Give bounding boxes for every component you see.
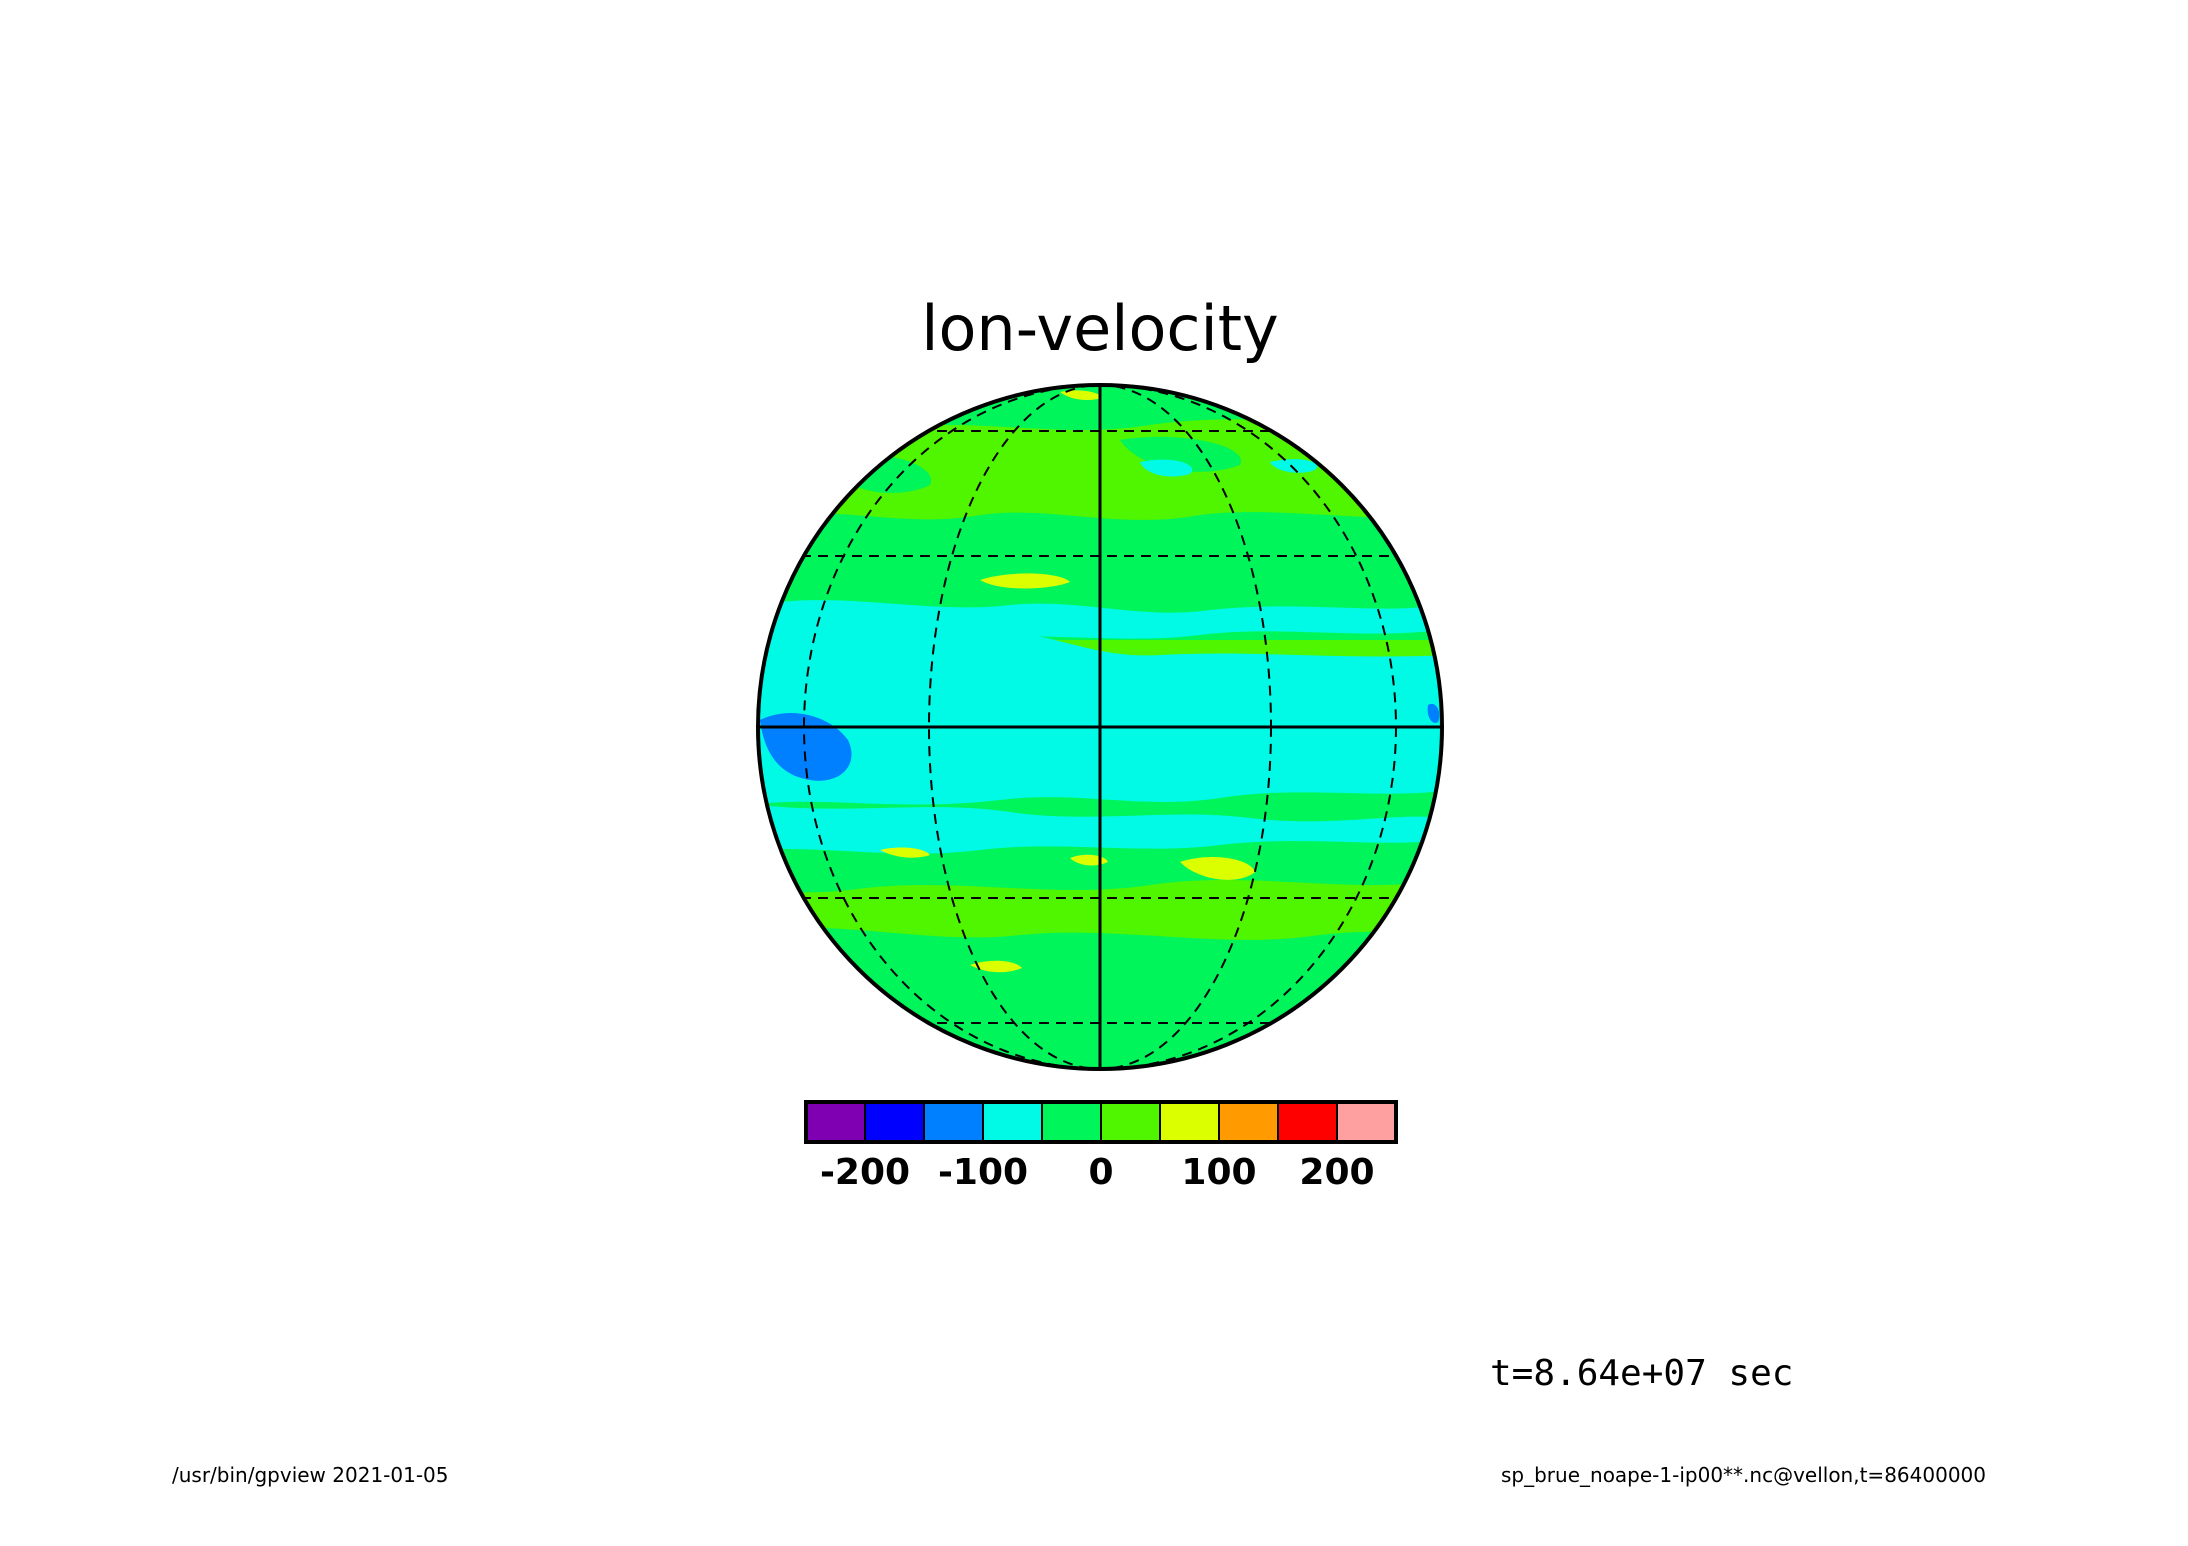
colorbar-swatch — [1277, 1101, 1338, 1143]
colorbar: -200 -100 0 100 200 — [804, 1100, 1398, 1193]
blob-yellow-2 — [1180, 857, 1255, 880]
colorbar-frame — [804, 1100, 1398, 1144]
colorbar-swatch — [1218, 1101, 1279, 1143]
colorbar-tick-label: -100 — [938, 1152, 1028, 1193]
blob-yellow-5 — [880, 847, 930, 858]
colorbar-tick-label: 100 — [1181, 1152, 1256, 1193]
footer-left: /usr/bin/gpview 2021-01-05 — [172, 1463, 449, 1487]
plot-title: lon-velocity — [921, 292, 1278, 365]
blob-blue-east — [1427, 703, 1440, 723]
blob-blue-west — [760, 712, 852, 781]
blob-low-1 — [1140, 459, 1193, 477]
colorbar-swatch — [1336, 1101, 1397, 1143]
time-label: t=8.64e+07 sec — [1490, 1353, 1793, 1394]
colorbar-swatch — [982, 1101, 1043, 1143]
blob-yellow-4 — [970, 960, 1022, 973]
colorbar-tick-label: 200 — [1299, 1152, 1374, 1193]
colorbar-swatch — [1100, 1101, 1161, 1143]
colorbar-swatch — [864, 1101, 925, 1143]
colorbar-tick-label: 0 — [1088, 1152, 1113, 1193]
colorbar-tick-label: -200 — [820, 1152, 910, 1193]
colorbar-swatch — [923, 1101, 984, 1143]
footer-right: sp_brue_noape-1-ip00**.nc@vellon,t=86400… — [1501, 1463, 1986, 1487]
colorbar-swatch — [1041, 1101, 1102, 1143]
colorbar-swatch — [805, 1101, 866, 1143]
blob-mid-2 — [1120, 436, 1241, 472]
globe — [758, 385, 1442, 1069]
blob-low-2 — [1270, 459, 1318, 473]
blob-yellow-1 — [980, 573, 1070, 589]
globe-outline — [756, 383, 1444, 1071]
colorbar-swatch — [1159, 1101, 1220, 1143]
blob-yellow-6 — [1060, 390, 1102, 400]
